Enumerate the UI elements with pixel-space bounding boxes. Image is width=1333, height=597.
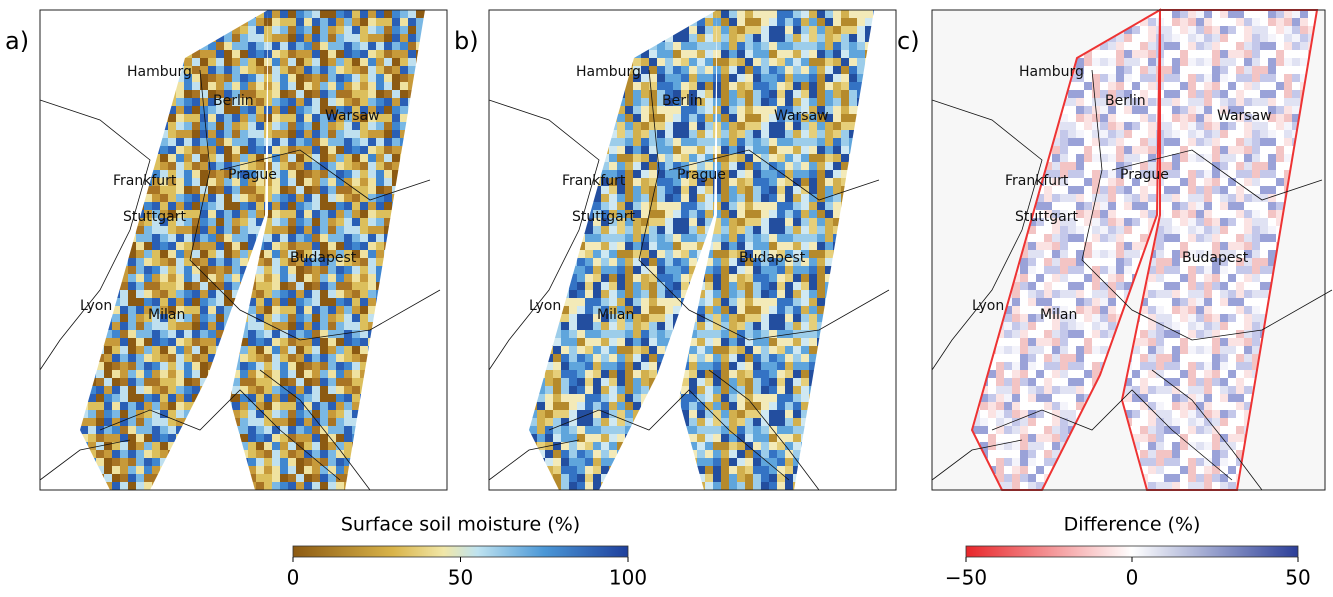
figure: Hamburg Berlin Warsaw Frankfurt Prague Stuttg… <box>0 0 1333 593</box>
city-label: Lyon <box>529 298 561 314</box>
city-label: Warsaw <box>774 108 829 124</box>
panel-label: c) <box>897 27 920 55</box>
map-panel: Hamburg Berlin Warsaw Frankfurt Prague Stuttg… <box>932 10 1332 490</box>
city-label: Warsaw <box>325 108 380 124</box>
colorbar-title: Surface soil moisture (%) <box>341 514 580 536</box>
tick-label: 50 <box>448 566 473 590</box>
city-label: Prague <box>1120 167 1169 183</box>
city-label: Prague <box>228 167 277 183</box>
colorbar <box>966 546 1298 557</box>
colorbar-title: Difference (%) <box>1064 514 1201 536</box>
city-label: Budapest <box>739 250 806 266</box>
colorbar <box>293 546 628 557</box>
city-label: Berlin <box>1105 93 1146 109</box>
city-label: Budapest <box>290 250 357 266</box>
tick-label: 50 <box>1285 566 1310 590</box>
city-label: Milan <box>148 307 185 323</box>
city-label: Frankfurt <box>562 173 626 189</box>
city-label: Milan <box>1040 307 1077 323</box>
city-label: Stuttgart <box>1015 209 1078 225</box>
city-label: Frankfurt <box>1005 173 1069 189</box>
city-label: Prague <box>677 167 726 183</box>
tick-label: 0 <box>287 566 300 590</box>
city-label: Lyon <box>80 298 112 314</box>
tick-label: −50 <box>945 566 987 590</box>
tick-label: 100 <box>609 566 647 590</box>
city-label: Milan <box>597 307 634 323</box>
tick-label: 0 <box>1126 566 1139 590</box>
map-panel: Hamburg Berlin Warsaw Frankfurt Prague Stuttg… <box>40 10 447 490</box>
city-label: Berlin <box>662 93 703 109</box>
city-label: Warsaw <box>1217 108 1272 124</box>
map-panel: Hamburg Berlin Warsaw Frankfurt Prague Stuttg… <box>489 10 896 490</box>
city-label: Budapest <box>1182 250 1249 266</box>
city-label: Hamburg <box>1019 64 1084 80</box>
city-label: Frankfurt <box>113 173 177 189</box>
panel-label: b) <box>454 27 479 55</box>
city-label: Stuttgart <box>572 209 635 225</box>
city-label: Stuttgart <box>123 209 186 225</box>
city-label: Berlin <box>213 93 254 109</box>
city-label: Hamburg <box>127 64 192 80</box>
city-label: Hamburg <box>576 64 641 80</box>
city-label: Lyon <box>972 298 1004 314</box>
panel-label: a) <box>5 27 29 55</box>
